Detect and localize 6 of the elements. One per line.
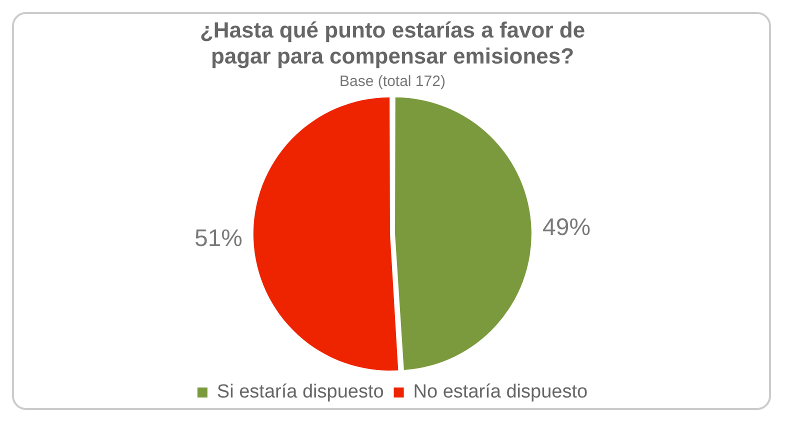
- data-label: 51%: [194, 224, 243, 252]
- legend-label: No estaría dispuesto: [413, 382, 588, 403]
- chart-title: ¿Hasta qué punto estarías a favor de pagar para compensar emisiones?: [200, 17, 586, 69]
- legend-label: Si estaría dispuesto: [216, 382, 384, 403]
- chart-subtitle: Base (total 172): [340, 72, 446, 90]
- data-label: 49%: [542, 214, 591, 242]
